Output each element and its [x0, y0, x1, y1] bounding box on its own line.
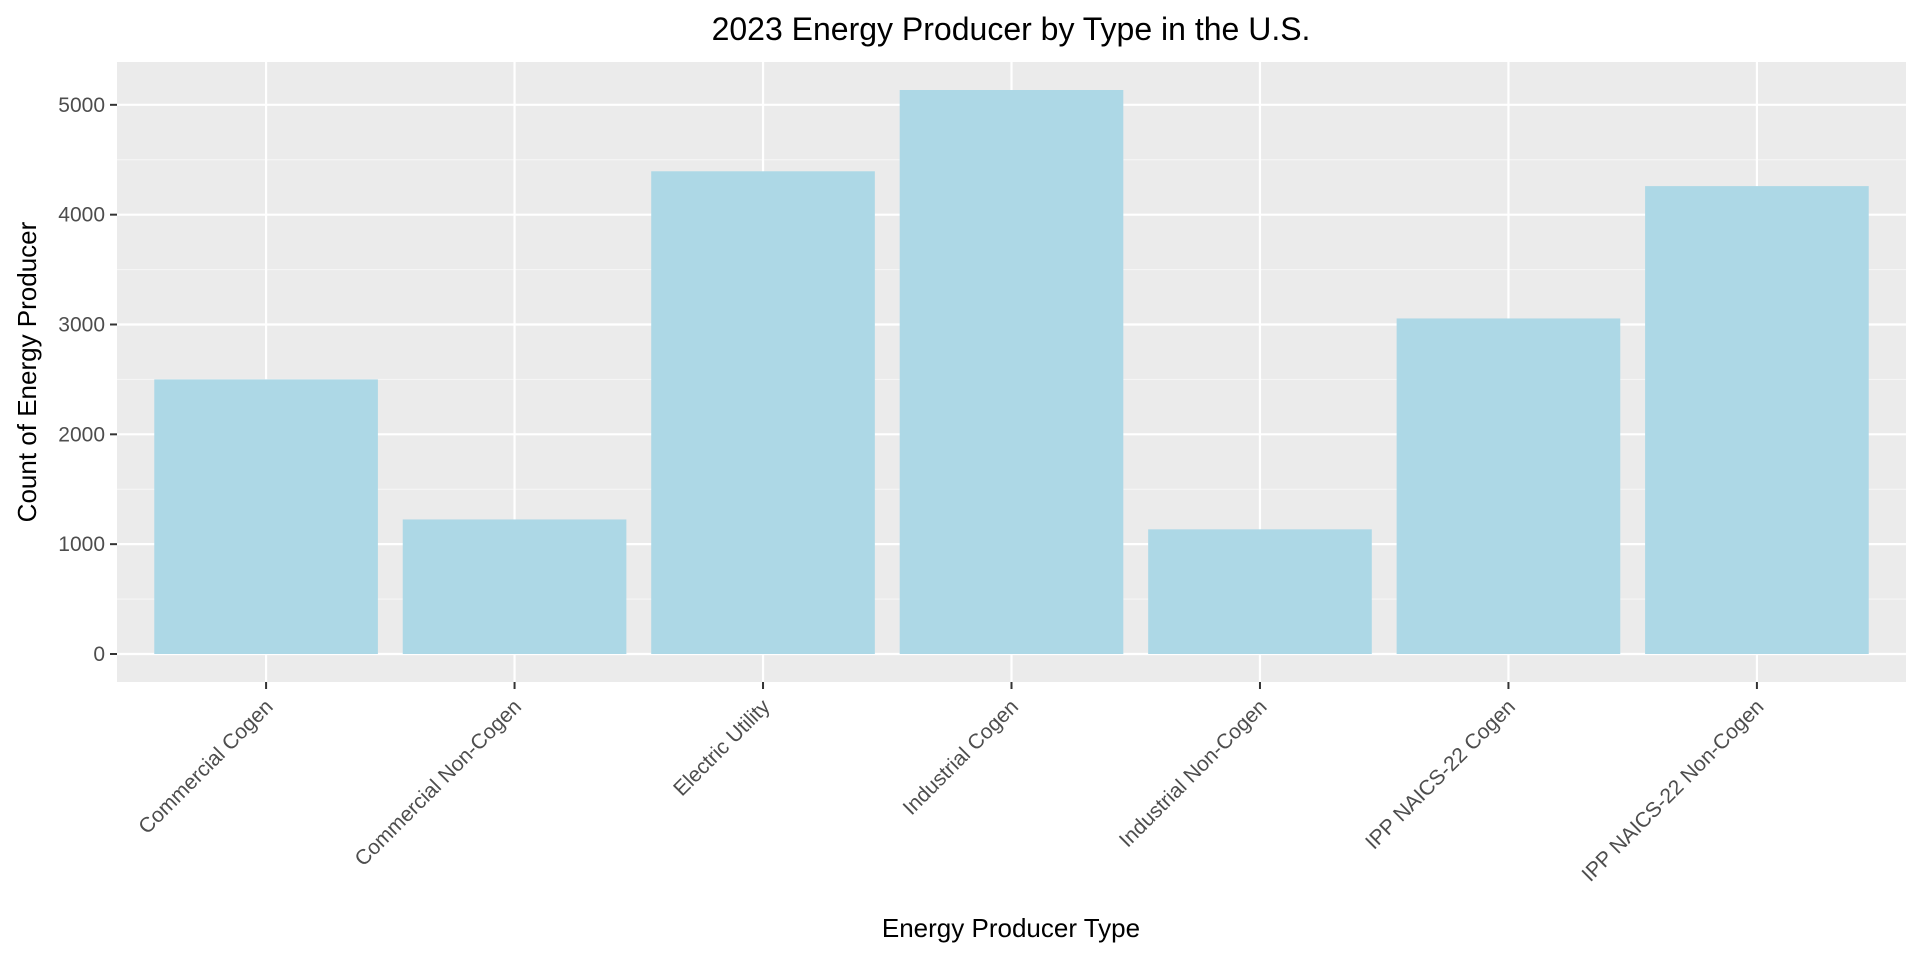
y-tick-label: 3000 — [58, 313, 105, 336]
x-axis: Commercial Cogen Commercial Non-Cogen Elec… — [134, 682, 1768, 886]
bar-commercial-cogen — [154, 379, 378, 654]
bar-ipp-naics-22-non-cogen — [1645, 186, 1869, 654]
x-tick-label: Commercial Non-Cogen — [351, 695, 527, 871]
x-tick-label: Commercial Cogen — [134, 695, 277, 838]
y-tick-label: 2000 — [58, 423, 105, 446]
y-tick-label: 1000 — [58, 533, 105, 556]
bar-commercial-non-cogen — [402, 519, 627, 654]
x-tick-label: IPP NAICS-22 Non-Cogen — [1577, 695, 1768, 886]
bar-industrial-cogen — [899, 90, 1124, 654]
y-tick-label: 0 — [93, 643, 105, 666]
bar-industrial-non-cogen — [1148, 529, 1372, 654]
x-tick-label: Industrial Cogen — [899, 695, 1023, 819]
y-tick-label: 4000 — [58, 204, 105, 227]
bar-electric-utility — [651, 171, 875, 654]
y-axis-title: Count of Energy Producer — [12, 221, 42, 522]
x-tick-label: Industrial Non-Cogen — [1115, 695, 1272, 852]
y-axis: 0 1000 2000 3000 4000 5000 — [58, 94, 117, 666]
chart-title: 2023 Energy Producer by Type in the U.S. — [712, 11, 1311, 47]
bars — [154, 90, 1869, 654]
bar-ipp-naics-22-cogen — [1396, 318, 1621, 654]
x-tick-label: IPP NAICS-22 Cogen — [1361, 695, 1520, 854]
x-tick-label: Electric Utility — [669, 695, 775, 801]
y-tick-label: 5000 — [58, 94, 105, 117]
x-axis-title: Energy Producer Type — [882, 913, 1140, 943]
